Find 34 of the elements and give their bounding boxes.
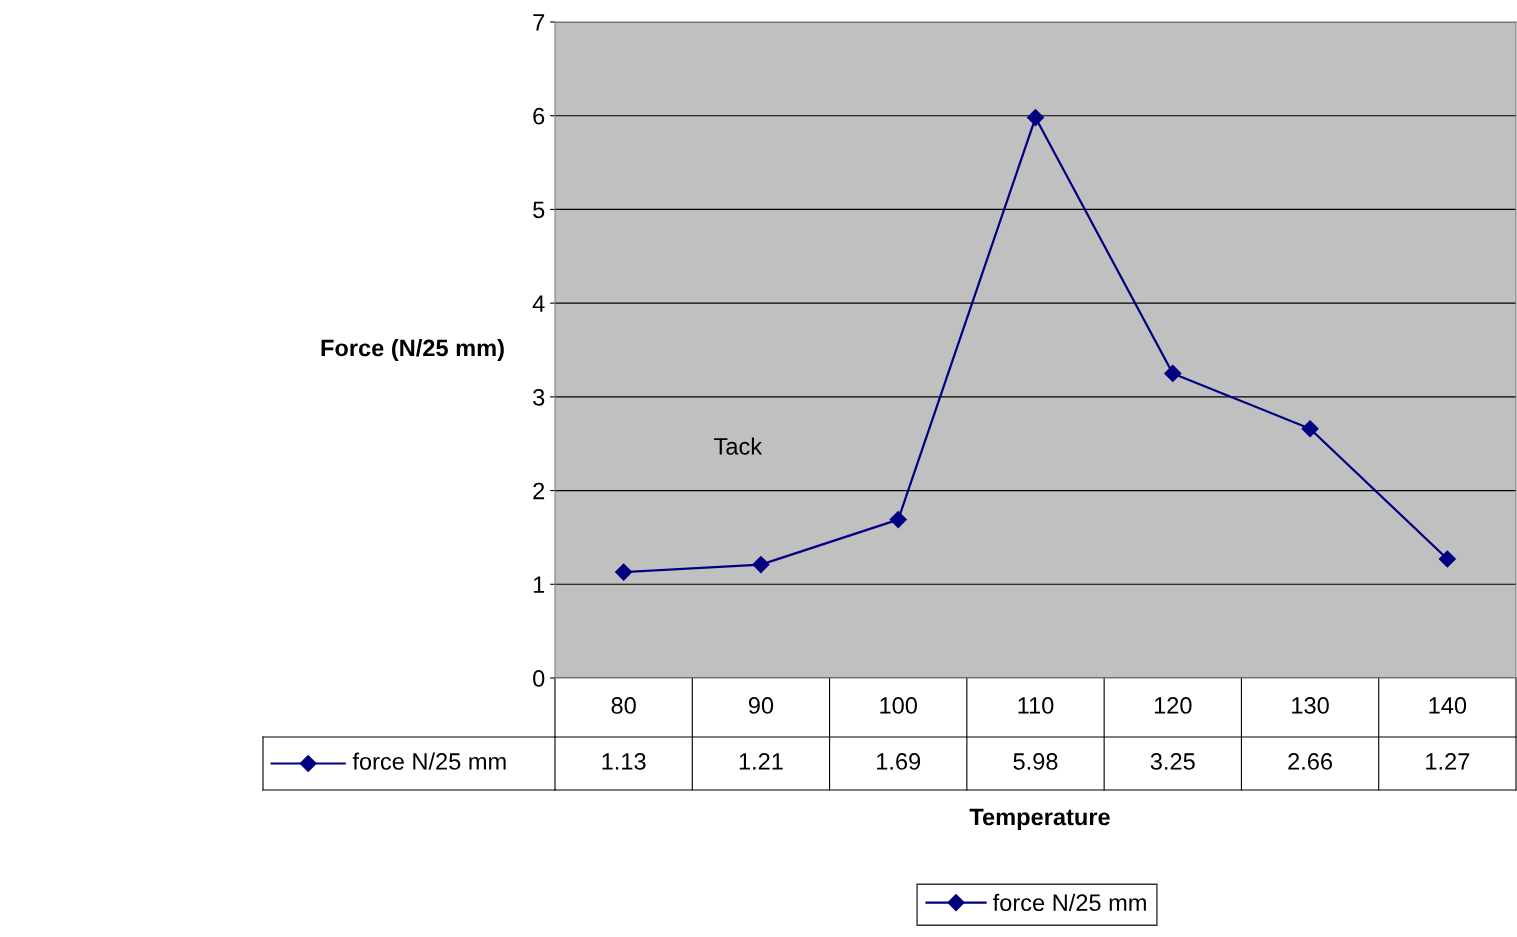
x-tick-label: 140 — [1429, 697, 1467, 714]
annotation: Tack — [714, 437, 763, 455]
y-tick-label: 3 — [533, 388, 545, 406]
x-tick-label: 80 — [611, 697, 636, 714]
text: force N/25 mm — [992, 893, 1146, 912]
data-label: 1.27 — [1426, 753, 1470, 770]
y-tick-label: 0 — [533, 670, 545, 687]
y-tick-label: 5 — [533, 201, 545, 219]
x-tick-label: 120 — [1154, 697, 1192, 714]
data-label: 5.98 — [1013, 753, 1058, 770]
point — [889, 511, 907, 529]
data-label: 1.13 — [602, 753, 646, 770]
y-tick-label: 4 — [532, 295, 545, 312]
x-tick-label: 110 — [1018, 697, 1054, 714]
y-tick-label: 7 — [533, 14, 545, 31]
point — [1301, 420, 1319, 438]
x-tick-label: 130 — [1292, 697, 1329, 714]
x-tick-label: 90 — [748, 697, 774, 714]
point — [1438, 550, 1456, 568]
point — [615, 563, 633, 581]
data-label: 1.21 — [739, 753, 783, 770]
y-tick-label: 2 — [533, 482, 545, 500]
y-tick-label: 1 — [533, 576, 545, 593]
point — [1164, 364, 1182, 382]
point — [1026, 109, 1045, 127]
y-tick-label: 6 — [533, 107, 545, 125]
data-label: 3.25 — [1150, 753, 1195, 770]
x-axis-title: Temperature — [969, 808, 1110, 831]
legend-label: force N/25 mm — [352, 752, 506, 770]
data-label: 1.69 — [877, 753, 921, 770]
x-tick-label: 100 — [880, 697, 917, 714]
y-axis-title: Force (N/25 mm) — [321, 338, 504, 361]
point — [752, 556, 770, 574]
data-label: 2.66 — [1288, 753, 1333, 770]
